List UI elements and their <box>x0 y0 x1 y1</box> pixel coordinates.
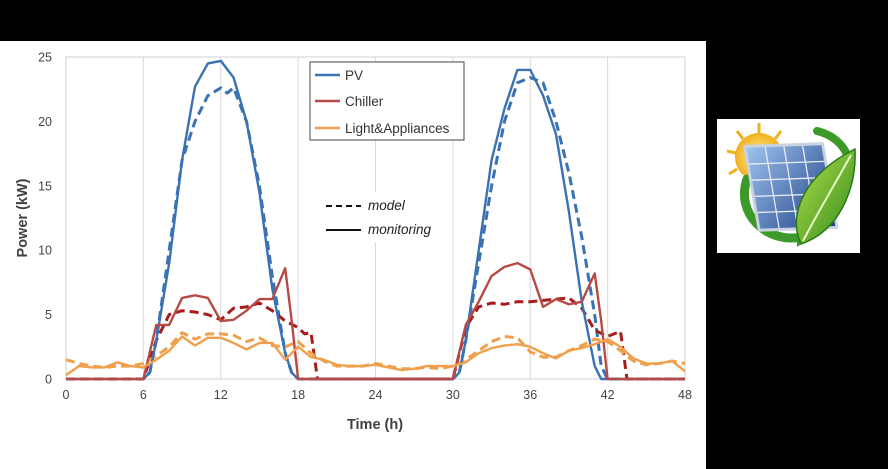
x-tick-label: 36 <box>523 388 537 402</box>
y-tick-label: 10 <box>38 244 52 258</box>
y-tick-label: 5 <box>45 308 52 322</box>
x-tick-label: 48 <box>678 388 692 402</box>
y-tick-label: 20 <box>38 115 52 129</box>
solar-panel-leaf-sun-icon <box>717 119 860 253</box>
legend-label-pv: PV <box>345 68 363 83</box>
x-tick-label: 18 <box>291 388 305 402</box>
legend-label-monitoring: monitoring <box>368 222 432 237</box>
y-axis-title: Power (kW) <box>15 178 31 257</box>
series-layer <box>65 59 686 381</box>
x-tick-label: 6 <box>140 388 147 402</box>
series-line-light-appliances-model <box>65 331 686 371</box>
series-legend: PV Chiller Light&Appliances <box>309 61 465 141</box>
chart-panel: 0 6 12 18 24 30 36 42 48 0 5 10 15 20 25 Time (h) Powe… <box>0 41 706 469</box>
x-axis-title: Time (h) <box>347 417 403 433</box>
style-legend: model monitoring <box>317 192 445 243</box>
legend-label-light: Light&Appliances <box>345 121 450 136</box>
sun-rays <box>726 123 783 176</box>
x-tick-label: 0 <box>63 388 70 402</box>
legend-label-model: model <box>368 198 406 213</box>
x-tick-label: 24 <box>369 388 383 402</box>
y-tick-label: 0 <box>45 373 52 387</box>
tick-layer: 0 6 12 18 24 30 36 42 48 0 5 10 15 20 25 <box>38 51 692 403</box>
legend-label-chiller: Chiller <box>345 94 384 109</box>
series-line-chiller-monitoring <box>66 261 685 381</box>
series-line-light-appliances-monitoring <box>65 335 686 377</box>
y-tick-label: 25 <box>38 51 52 65</box>
x-tick-label: 30 <box>446 388 460 402</box>
style-legend-frame <box>317 192 445 243</box>
x-tick-label: 42 <box>601 388 615 402</box>
x-tick-label: 12 <box>214 388 228 402</box>
power-chart: 0 6 12 18 24 30 36 42 48 0 5 10 15 20 25 Time (h) Powe… <box>15 51 692 434</box>
y-tick-label: 15 <box>38 179 52 193</box>
